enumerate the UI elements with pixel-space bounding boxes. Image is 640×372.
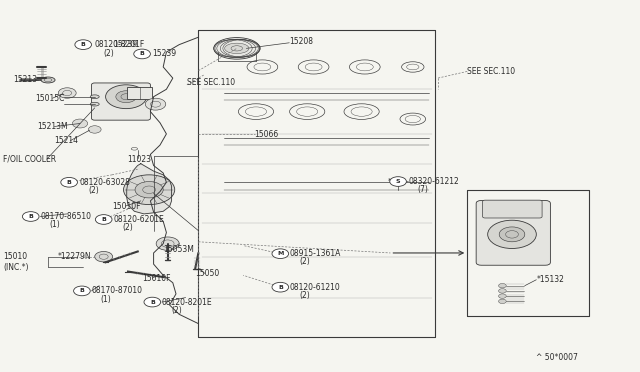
FancyBboxPatch shape <box>476 201 550 265</box>
Text: *12279N: *12279N <box>58 252 92 261</box>
Text: ^ 50*0007: ^ 50*0007 <box>536 353 578 362</box>
Text: 15010F: 15010F <box>112 202 141 211</box>
Text: 15213M: 15213M <box>37 122 68 131</box>
Text: 08120-6201E: 08120-6201E <box>113 215 164 224</box>
Ellipse shape <box>214 38 260 59</box>
Circle shape <box>88 126 101 133</box>
Circle shape <box>95 251 113 262</box>
Text: (2): (2) <box>122 223 133 232</box>
Text: 15066: 15066 <box>254 130 278 139</box>
Circle shape <box>390 177 406 186</box>
Circle shape <box>75 40 92 49</box>
Text: S: S <box>396 179 401 184</box>
Text: (1): (1) <box>49 220 60 229</box>
Text: 08170-87010: 08170-87010 <box>92 286 143 295</box>
Circle shape <box>145 98 166 110</box>
Ellipse shape <box>90 102 99 106</box>
Text: 15010F: 15010F <box>142 274 171 283</box>
Circle shape <box>72 119 88 128</box>
Circle shape <box>124 175 175 205</box>
Circle shape <box>499 294 506 298</box>
Text: 15010: 15010 <box>3 252 28 261</box>
Text: *: * <box>387 178 391 184</box>
Text: 15015C: 15015C <box>35 94 65 103</box>
Ellipse shape <box>41 77 55 83</box>
Circle shape <box>106 85 147 109</box>
Text: (2): (2) <box>104 49 115 58</box>
Text: F/OIL COOLER: F/OIL COOLER <box>3 155 56 164</box>
Circle shape <box>134 49 150 59</box>
Text: 08120-61210: 08120-61210 <box>290 283 340 292</box>
Text: 08120-8201E: 08120-8201E <box>162 298 212 307</box>
Circle shape <box>156 237 179 250</box>
Text: 08170-86510: 08170-86510 <box>40 212 92 221</box>
Text: 15208: 15208 <box>289 37 314 46</box>
FancyBboxPatch shape <box>483 200 542 218</box>
Text: (1): (1) <box>100 295 111 304</box>
Ellipse shape <box>225 43 249 54</box>
Circle shape <box>144 297 161 307</box>
Circle shape <box>116 91 136 103</box>
Ellipse shape <box>90 95 99 99</box>
Text: 08320-61212: 08320-61212 <box>408 177 459 186</box>
Text: *15132: *15132 <box>536 275 564 284</box>
Circle shape <box>272 282 289 292</box>
Text: 15050: 15050 <box>195 269 220 278</box>
Text: 11023: 11023 <box>127 155 151 164</box>
Text: 15239: 15239 <box>152 49 177 58</box>
Text: B: B <box>278 285 283 290</box>
FancyBboxPatch shape <box>92 83 150 120</box>
Circle shape <box>22 212 39 221</box>
Text: 08120-63028: 08120-63028 <box>79 178 130 187</box>
Text: 08915-1361A: 08915-1361A <box>290 249 341 258</box>
Circle shape <box>95 215 112 224</box>
Circle shape <box>499 227 525 242</box>
Circle shape <box>488 220 536 248</box>
Circle shape <box>58 88 76 98</box>
Text: (7): (7) <box>417 185 428 194</box>
Text: 15239: 15239 <box>113 40 138 49</box>
Text: 15053M: 15053M <box>163 245 194 254</box>
Text: M: M <box>277 251 284 256</box>
Text: (INC.*): (INC.*) <box>3 263 29 272</box>
Circle shape <box>499 289 506 293</box>
Circle shape <box>499 283 506 288</box>
Text: (2): (2) <box>299 257 310 266</box>
Text: SEE SEC.110: SEE SEC.110 <box>467 67 515 76</box>
Text: (2): (2) <box>88 186 99 195</box>
Circle shape <box>74 286 90 296</box>
Text: 08120-8201F: 08120-8201F <box>95 40 145 49</box>
Text: (2): (2) <box>299 291 310 300</box>
Circle shape <box>61 177 77 187</box>
Circle shape <box>272 249 289 259</box>
Text: B: B <box>79 288 84 294</box>
Text: B: B <box>150 299 155 305</box>
Circle shape <box>499 299 506 304</box>
FancyBboxPatch shape <box>127 87 152 99</box>
Text: B: B <box>28 214 33 219</box>
Text: B: B <box>101 217 106 222</box>
Text: B: B <box>81 42 86 47</box>
Text: B: B <box>140 51 145 57</box>
Text: B: B <box>67 180 72 185</box>
Polygon shape <box>127 164 172 214</box>
Text: SEE SEC.110: SEE SEC.110 <box>187 78 235 87</box>
Text: 15214: 15214 <box>54 136 79 145</box>
Text: 15213: 15213 <box>13 76 36 84</box>
Text: (2): (2) <box>171 306 182 315</box>
Circle shape <box>135 182 163 198</box>
